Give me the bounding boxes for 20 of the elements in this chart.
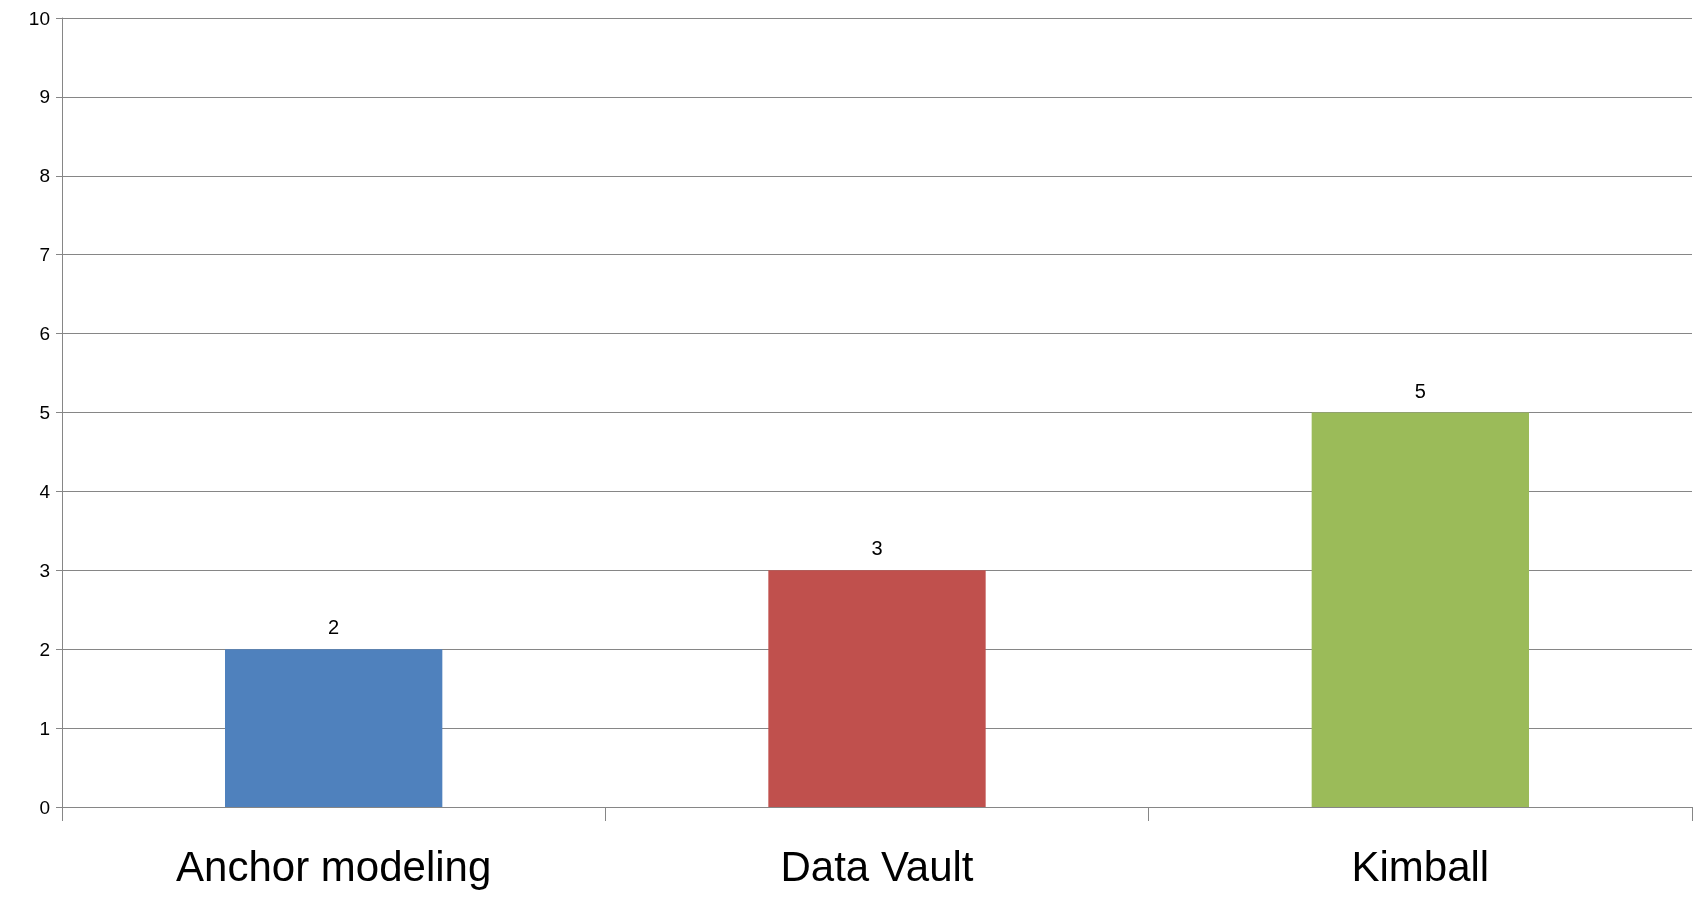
- y-tick-label: 10: [28, 7, 50, 29]
- bar: [1311, 412, 1529, 807]
- data-label: 5: [1414, 379, 1426, 402]
- x-tick-label: Data Vault: [780, 842, 974, 890]
- x-tick-label: Kimball: [1351, 842, 1490, 890]
- y-tick-label: 8: [39, 165, 50, 187]
- y-tick-label: 3: [39, 559, 50, 581]
- bar: [768, 570, 986, 807]
- y-tick-label: 9: [39, 86, 50, 108]
- y-tick-label: 1: [39, 717, 50, 739]
- y-tick-label: 6: [39, 323, 50, 345]
- y-tick-label: 7: [39, 244, 50, 266]
- bar: [225, 649, 443, 807]
- data-label: 3: [871, 537, 883, 560]
- y-tick-label: 2: [39, 638, 50, 660]
- y-tick-label: 4: [39, 480, 51, 502]
- x-tick-label: Anchor modeling: [176, 842, 492, 890]
- data-label: 2: [328, 616, 340, 639]
- y-tick-label: 0: [39, 796, 50, 818]
- y-tick-label: 5: [39, 402, 50, 423]
